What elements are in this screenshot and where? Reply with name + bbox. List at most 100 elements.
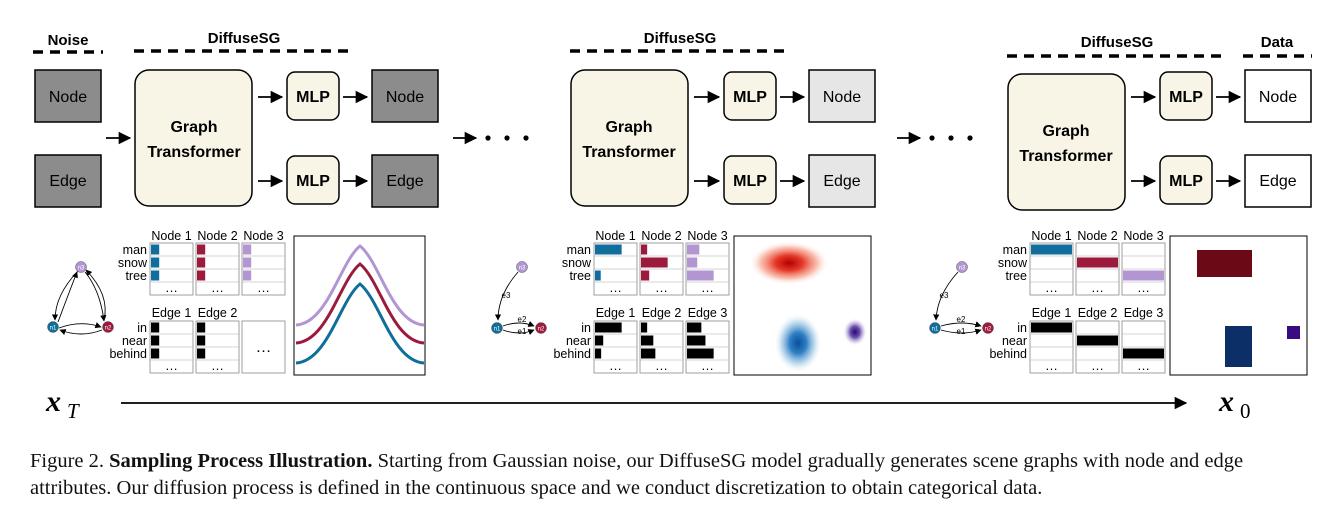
- node-table-ellipsis: …: [1091, 280, 1104, 295]
- node-attr-bar: [687, 244, 700, 255]
- node-attr-bar: [687, 270, 714, 281]
- edge-row-label: in: [137, 321, 147, 335]
- node-attr-bar: [151, 270, 160, 281]
- graph-transformer-1-line1: Graph: [170, 119, 217, 136]
- node-row-label: man: [567, 243, 591, 257]
- graph-node-label: n3: [78, 265, 85, 271]
- edge-attr-bar: [687, 322, 702, 333]
- node-col-header: Node 3: [1123, 229, 1163, 243]
- node-col-header: Node 1: [595, 229, 635, 243]
- heatmap-blob-blue: [774, 313, 822, 373]
- node-row-label: snow: [998, 256, 1028, 270]
- mlp-node-1-label: MLP: [296, 89, 330, 106]
- graph-transformer-3: [1007, 73, 1126, 211]
- headers: Noise DiffuseSG DiffuseSG DiffuseSG Data: [48, 30, 1294, 51]
- header-data: Data: [1261, 34, 1294, 51]
- data-edge-label: Edge: [1259, 173, 1296, 190]
- data-node-box: [1244, 69, 1312, 123]
- edge-row-label: behind: [989, 347, 1027, 361]
- pipeline-stage-final: Graph Transformer MLP MLP Node Edge: [1007, 69, 1312, 211]
- noise-node-label: Node: [49, 89, 87, 106]
- node-table-ellipsis: …: [655, 280, 668, 295]
- edge-row-label: behind: [553, 347, 591, 361]
- node-row-label: man: [1003, 243, 1027, 257]
- out-node-label-2: Node: [823, 89, 861, 106]
- final-scene-graph: e3 e2 e1 n1 n2 n3: [929, 261, 994, 336]
- axis-start-symbol: x: [45, 385, 61, 418]
- edge-attr-bar: [151, 322, 160, 333]
- graph-node-label: n3: [519, 265, 526, 271]
- graph-edge: [58, 322, 102, 329]
- node-attr-bar: [641, 270, 650, 281]
- node-col-header: Node 1: [1031, 229, 1071, 243]
- pipeline-stage-mid: Graph Transformer MLP MLP Node Edge: [570, 69, 876, 208]
- mlp-node-3: [1159, 71, 1213, 121]
- node-col-header: Node 2: [197, 229, 237, 243]
- discrete-block-blue: [1225, 326, 1252, 367]
- data-node-label: Node: [1259, 89, 1297, 106]
- edge-attr-bar: [595, 335, 604, 346]
- node-row-label: tree: [1005, 269, 1027, 283]
- graph-edge-label: e3: [502, 291, 511, 300]
- node-table-ellipsis: …: [1045, 280, 1058, 295]
- node-table-ellipsis: …: [1137, 280, 1150, 295]
- noise-edge-label: Edge: [49, 173, 86, 190]
- edge-attr-bar: [197, 348, 206, 359]
- gaussian-panel: [293, 235, 426, 376]
- header-diffusesg-3: DiffuseSG: [1081, 34, 1154, 51]
- edge-attr-bar: [687, 348, 714, 359]
- pipeline-stage-noise: Node Edge Graph Transformer MLP MLP Node…: [34, 69, 439, 208]
- graph-node: [47, 321, 59, 333]
- edge-attr-bar: [1123, 348, 1164, 359]
- mlp-edge-3-label: MLP: [1169, 173, 1203, 190]
- node-row-label: snow: [118, 256, 148, 270]
- graph-edge-label: e2: [957, 315, 966, 324]
- noise-edge-box: [34, 154, 102, 208]
- edge-attr-bar: [641, 348, 656, 359]
- graph-node: [102, 321, 114, 333]
- graph-edge: [940, 321, 982, 328]
- gaussian-curve-blue: [295, 282, 425, 365]
- continuation-2: [897, 131, 973, 145]
- caption-title: Sampling Process Illustration.: [109, 450, 373, 472]
- node-attr-bar: [641, 257, 668, 268]
- graph-edge-label: e3: [940, 291, 949, 300]
- heatmap-blob-purple: [843, 318, 867, 346]
- edge-row-label: near: [122, 334, 147, 348]
- caption-text: Starting from Gaussian noise, our Diffus…: [30, 450, 1244, 499]
- edge-col-header: Edge 1: [1032, 306, 1072, 320]
- node-row-label: tree: [569, 269, 591, 283]
- edge-col-header: Edge 2: [642, 306, 682, 320]
- edge-col-header: Edge 3: [1124, 306, 1164, 320]
- edge-table-ellipsis: …: [165, 358, 178, 373]
- graph-node-label: n1: [50, 325, 57, 331]
- graph-edge: [85, 269, 106, 321]
- edge-attr-bar: [641, 322, 648, 333]
- graph-node-label: n2: [985, 326, 992, 332]
- edge-attr-bar: [151, 335, 160, 346]
- graph-edge: [502, 329, 535, 336]
- graph-edge-label: e1: [957, 327, 966, 336]
- edge-table-ellipsis: …: [1045, 358, 1058, 373]
- graph-node-label: n1: [494, 326, 501, 332]
- node-row-label: snow: [562, 256, 592, 270]
- edge-row-label: near: [1002, 334, 1027, 348]
- noise-node-box: [34, 69, 102, 123]
- edge-table-ellipsis: …: [1137, 358, 1150, 373]
- out-node-box-2: [808, 69, 876, 123]
- graph-node-label: n1: [932, 326, 939, 332]
- edge-col-header: Edge 2: [1078, 306, 1118, 320]
- node-col-header: Node 2: [1077, 229, 1117, 243]
- graph-node-label: n3: [959, 265, 966, 271]
- figure-caption: Figure 2. Sampling Process Illustration.…: [30, 448, 1310, 502]
- mlp-node-2: [723, 71, 777, 121]
- edge-col-header: Edge 2: [198, 306, 238, 320]
- sampling-process-figure: Noise DiffuseSG DiffuseSG DiffuseSG Data…: [33, 30, 1312, 423]
- edge-attr-bar: [197, 335, 206, 346]
- graph-edge: [59, 329, 103, 335]
- node-table-ellipsis: …: [609, 280, 622, 295]
